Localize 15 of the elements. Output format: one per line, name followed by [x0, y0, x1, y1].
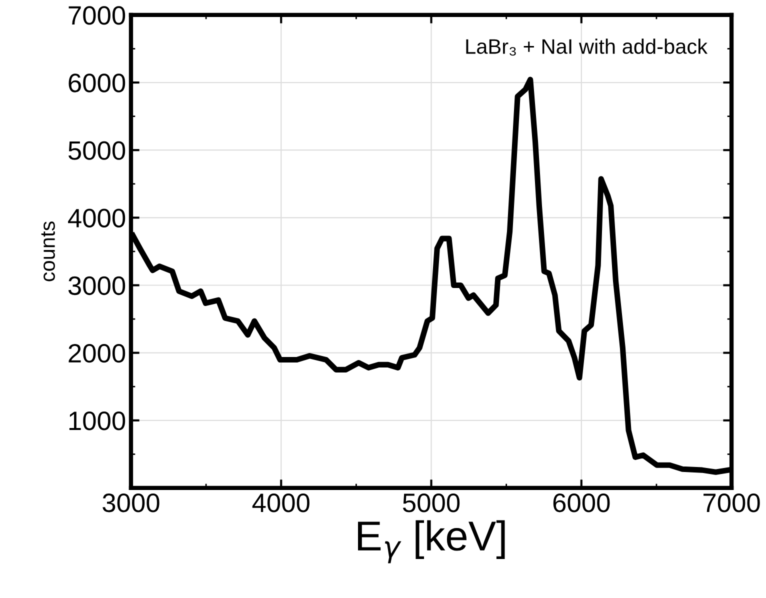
y-tick-label: 3000 — [68, 276, 126, 296]
y-tick-label: 4000 — [68, 208, 126, 228]
x-tick-label: 4000 — [252, 494, 310, 512]
y-tick-label: 7000 — [68, 6, 126, 25]
y-tick-label: 6000 — [68, 74, 126, 92]
y-tick-label: 5000 — [68, 141, 126, 160]
x-axis-title: E$_{γ}$ [keV] — [358, 520, 505, 564]
x-tick-label: 3000 — [102, 494, 160, 512]
x-tick-label: 6000 — [553, 494, 610, 512]
x-tick-label: 7000 — [704, 494, 760, 512]
annotation: LaBr₃ + NaI with add-back — [466, 38, 708, 56]
y-axis-title: counts — [41, 222, 55, 282]
x-tick-label: 5000 — [402, 494, 460, 512]
y-tick-label: 1000 — [69, 412, 126, 430]
y-tick-label: 2000 — [68, 344, 126, 363]
